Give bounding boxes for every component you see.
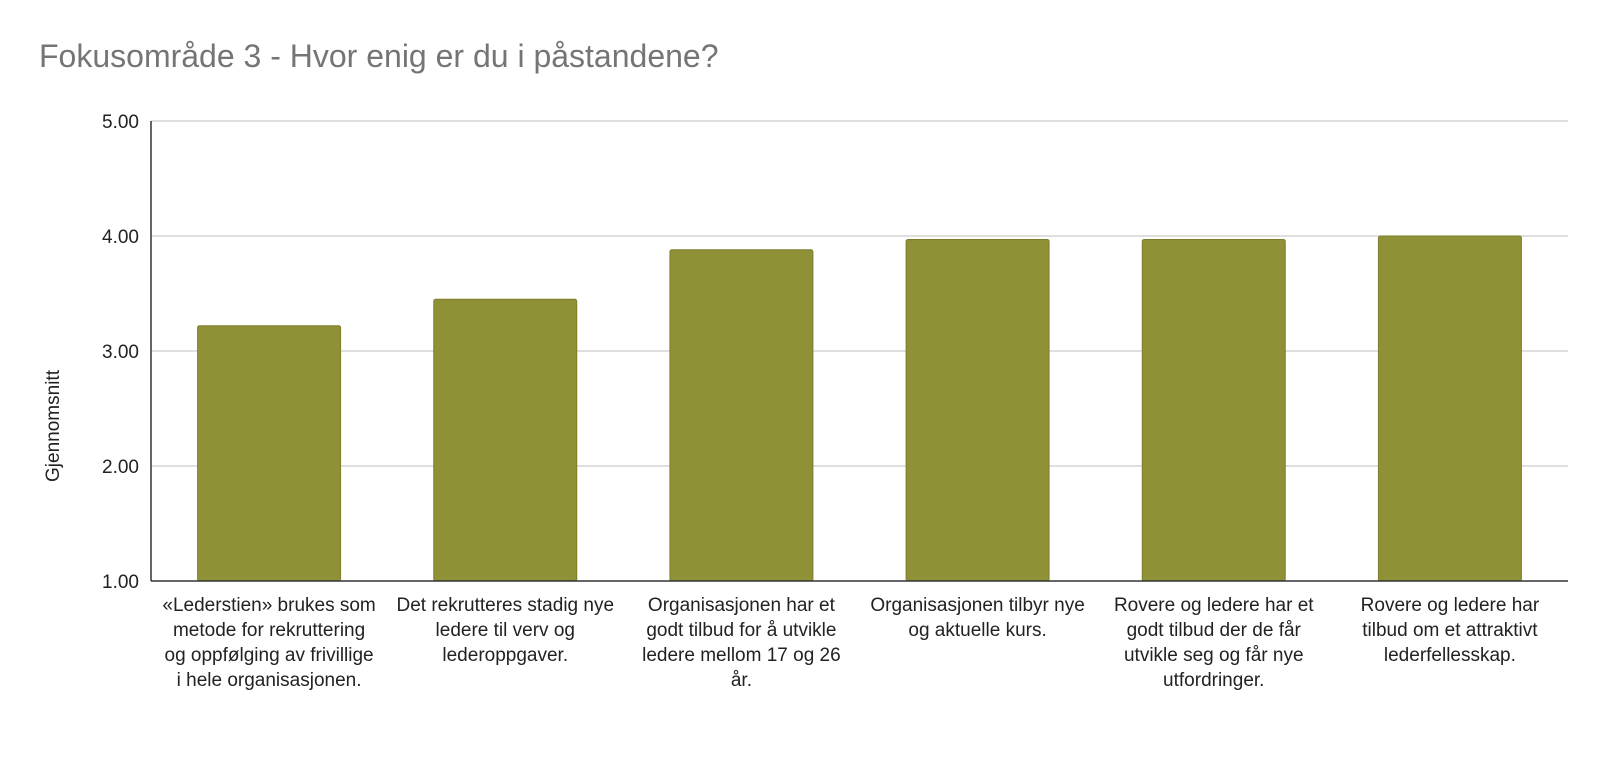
- y-axis-label: Gjennomsnitt: [43, 369, 64, 482]
- y-tick-label: 3.00: [102, 342, 139, 363]
- bars: [197, 235, 1522, 582]
- y-tick-label: 5.00: [102, 112, 139, 133]
- axes: [150, 121, 1568, 582]
- x-tick-label: Det rekrutteres stadig nye ledere til ve…: [396, 595, 615, 666]
- bar: [433, 298, 578, 582]
- y-tick-label: 2.00: [102, 457, 139, 478]
- bar: [197, 325, 342, 582]
- bar: [1141, 238, 1286, 582]
- gridlines: [151, 120, 1568, 467]
- y-tick-label: 4.00: [102, 227, 139, 248]
- x-tick-label: Rovere og ledere har tilbud om et attrak…: [1360, 595, 1540, 666]
- bar: [669, 249, 814, 582]
- bar: [1377, 235, 1522, 582]
- chart-title: Fokusområde 3 - Hvor enig er du i påstan…: [39, 38, 719, 74]
- bar: [905, 238, 1050, 582]
- y-tick-label: 1.00: [102, 572, 139, 593]
- x-tick-label: Organisasjonen tilbyr nye og aktuelle ku…: [870, 595, 1085, 641]
- x-tick-label: Rovere og ledere har et godt tilbud der …: [1113, 595, 1314, 691]
- x-tick-label: Organisasjonen har et godt tilbud for å …: [642, 595, 841, 691]
- x-tick-label: «Lederstien» brukes som metode for rekru…: [162, 595, 376, 691]
- y-tick-labels: 1.00 2.00 3.00 4.00 5.00: [102, 112, 139, 593]
